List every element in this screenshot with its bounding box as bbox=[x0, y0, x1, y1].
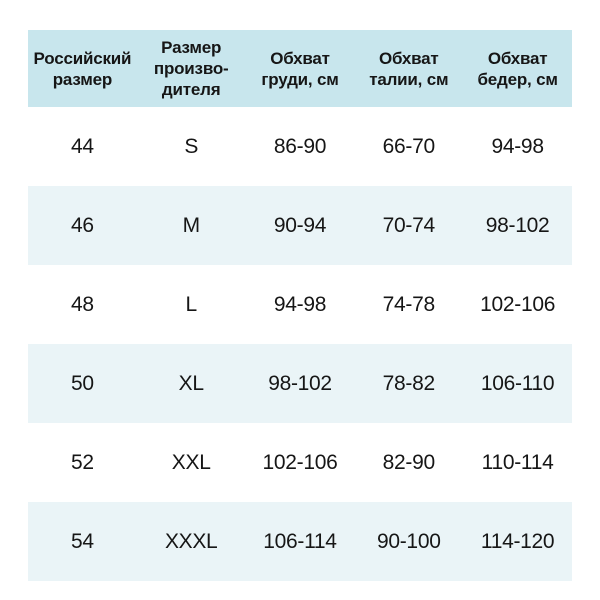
table-body: 44 S 86-90 66-70 94-98 46 M 90-94 70-74 … bbox=[28, 107, 572, 581]
cell-waist: 66-70 bbox=[354, 107, 464, 186]
table-row: 48 L 94-98 74-78 102-106 bbox=[28, 265, 572, 344]
cell-waist: 82-90 bbox=[354, 423, 464, 502]
cell-russian-size: 44 bbox=[28, 107, 137, 186]
size-conversion-table: Российский размер Размер произво- дителя… bbox=[28, 30, 572, 581]
table-row: 52 XXL 102-106 82-90 110-114 bbox=[28, 423, 572, 502]
table-row: 46 M 90-94 70-74 98-102 bbox=[28, 186, 572, 265]
header-cell-waist: Обхват талии, см bbox=[354, 30, 464, 107]
cell-chest: 98-102 bbox=[245, 344, 355, 423]
cell-waist: 74-78 bbox=[354, 265, 464, 344]
table-header: Российский размер Размер произво- дителя… bbox=[28, 30, 572, 107]
cell-manufacturer-size: XXXL bbox=[136, 502, 246, 581]
cell-chest: 94-98 bbox=[245, 265, 355, 344]
header-row: Российский размер Размер произво- дителя… bbox=[28, 30, 572, 107]
table-row: 54 XXXL 106-114 90-100 114-120 bbox=[28, 502, 572, 581]
cell-manufacturer-size: XL bbox=[136, 344, 246, 423]
table-row: 50 XL 98-102 78-82 106-110 bbox=[28, 344, 572, 423]
cell-hips: 110-114 bbox=[463, 423, 572, 502]
cell-waist: 90-100 bbox=[354, 502, 464, 581]
header-cell-manufacturer-size: Размер произво- дителя bbox=[136, 30, 246, 107]
cell-chest: 106-114 bbox=[245, 502, 355, 581]
cell-chest: 102-106 bbox=[245, 423, 355, 502]
table-row: 44 S 86-90 66-70 94-98 bbox=[28, 107, 572, 186]
cell-manufacturer-size: XXL bbox=[136, 423, 246, 502]
cell-manufacturer-size: M bbox=[136, 186, 246, 265]
cell-russian-size: 50 bbox=[28, 344, 137, 423]
cell-hips: 114-120 bbox=[463, 502, 572, 581]
cell-russian-size: 46 bbox=[28, 186, 137, 265]
header-cell-russian-size: Российский размер bbox=[28, 30, 137, 107]
header-cell-hips: Обхват бедер, см bbox=[463, 30, 572, 107]
cell-waist: 78-82 bbox=[354, 344, 464, 423]
cell-hips: 94-98 bbox=[463, 107, 572, 186]
cell-hips: 98-102 bbox=[463, 186, 572, 265]
cell-manufacturer-size: L bbox=[136, 265, 246, 344]
cell-hips: 102-106 bbox=[463, 265, 572, 344]
cell-hips: 106-110 bbox=[463, 344, 572, 423]
cell-manufacturer-size: S bbox=[136, 107, 246, 186]
cell-chest: 86-90 bbox=[245, 107, 355, 186]
cell-russian-size: 54 bbox=[28, 502, 137, 581]
cell-chest: 90-94 bbox=[245, 186, 355, 265]
cell-russian-size: 48 bbox=[28, 265, 137, 344]
cell-waist: 70-74 bbox=[354, 186, 464, 265]
cell-russian-size: 52 bbox=[28, 423, 137, 502]
header-cell-chest: Обхват груди, см bbox=[245, 30, 355, 107]
